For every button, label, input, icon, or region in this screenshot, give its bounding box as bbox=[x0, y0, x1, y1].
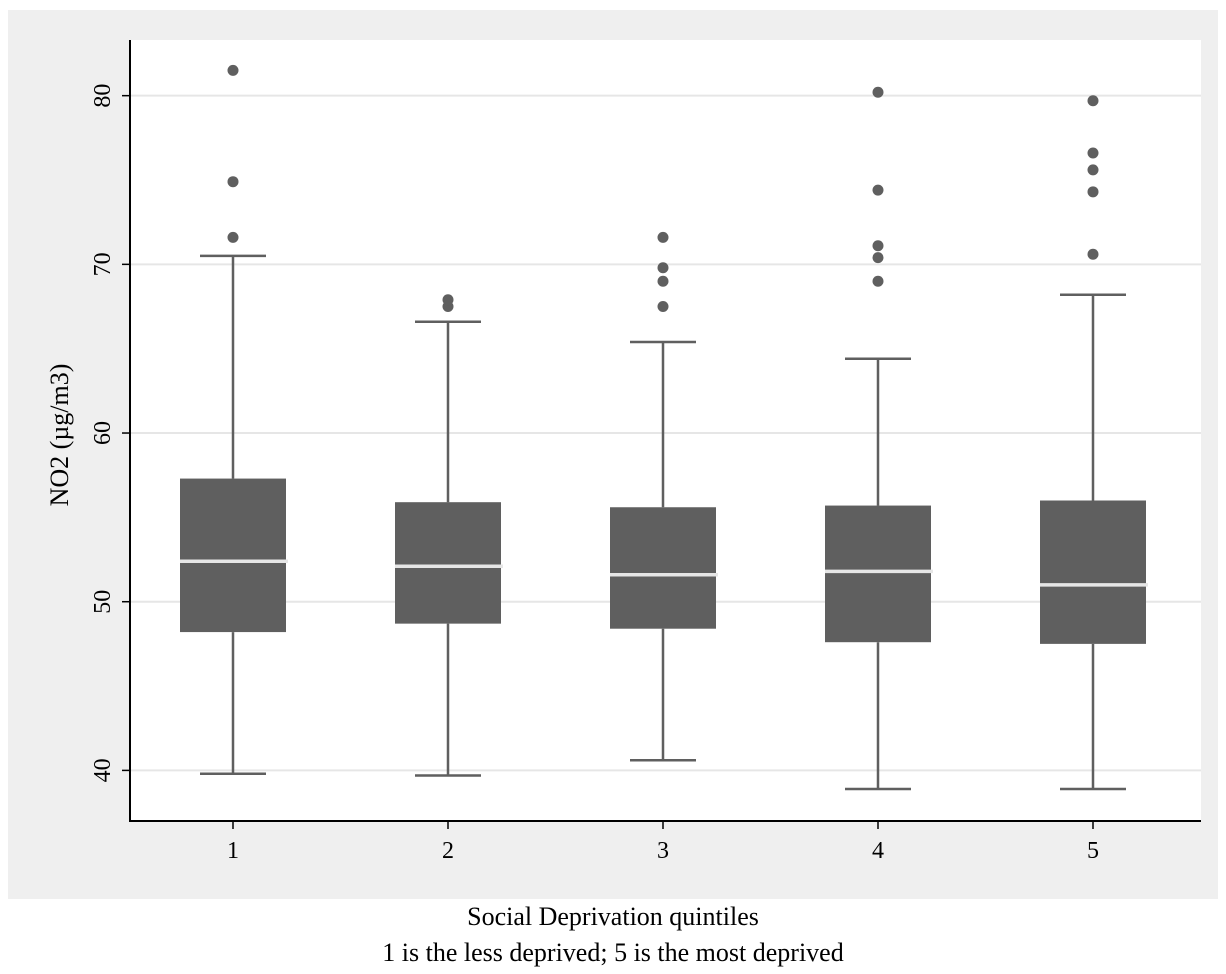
x-tick-label-2: 2 bbox=[442, 838, 454, 864]
x-tick-label-1: 1 bbox=[227, 838, 239, 864]
box-group-5 bbox=[1040, 95, 1148, 791]
outlier-point bbox=[1087, 248, 1099, 260]
x-tick-label-3: 3 bbox=[657, 838, 669, 864]
outlier-point bbox=[872, 275, 884, 287]
x-tick-label-5: 5 bbox=[1087, 838, 1099, 864]
outlier-point bbox=[872, 184, 884, 196]
iqr-box bbox=[610, 507, 716, 629]
x-axis-note: 1 is the less deprived; 5 is the most de… bbox=[382, 938, 844, 967]
y-axis-label: NO2 (µg/m3) bbox=[45, 364, 74, 507]
outlier-point bbox=[657, 301, 669, 313]
outlier-point bbox=[1087, 95, 1099, 107]
ticks: 40 50 60 70 80 1 2 3 4 5 bbox=[90, 84, 1099, 864]
iqr-box bbox=[180, 478, 286, 633]
x-axis-label: Social Deprivation quintiles bbox=[467, 902, 759, 931]
box-group-1 bbox=[180, 64, 288, 776]
y-tick-label-70: 70 bbox=[90, 252, 116, 276]
box-group-3 bbox=[610, 231, 718, 762]
y-tick-label-80: 80 bbox=[90, 84, 116, 108]
outlier-point bbox=[657, 262, 669, 274]
boxplots bbox=[180, 64, 1148, 791]
axes bbox=[129, 40, 1201, 822]
box-group-4 bbox=[825, 86, 933, 791]
outlier-point bbox=[227, 64, 239, 76]
outlier-point bbox=[872, 240, 884, 252]
outlier-point bbox=[227, 176, 239, 188]
iqr-box bbox=[395, 502, 501, 624]
plot-background bbox=[130, 40, 1201, 821]
y-tick-label-50: 50 bbox=[90, 590, 116, 614]
y-tick-label-60: 60 bbox=[90, 421, 116, 445]
iqr-box bbox=[825, 505, 931, 643]
box-group-2 bbox=[395, 294, 503, 777]
outlier-point bbox=[1087, 147, 1099, 159]
outlier-point bbox=[657, 275, 669, 287]
outlier-point bbox=[657, 231, 669, 243]
x-tick-label-4: 4 bbox=[872, 838, 884, 864]
outlier-point bbox=[1087, 164, 1099, 176]
outlier-point bbox=[1087, 186, 1099, 198]
outlier-point bbox=[442, 294, 454, 306]
outlier-point bbox=[227, 231, 239, 243]
y-tick-label-40: 40 bbox=[90, 758, 116, 782]
iqr-box bbox=[1040, 500, 1146, 644]
outlier-point bbox=[872, 86, 884, 98]
outlier-point bbox=[872, 252, 884, 264]
